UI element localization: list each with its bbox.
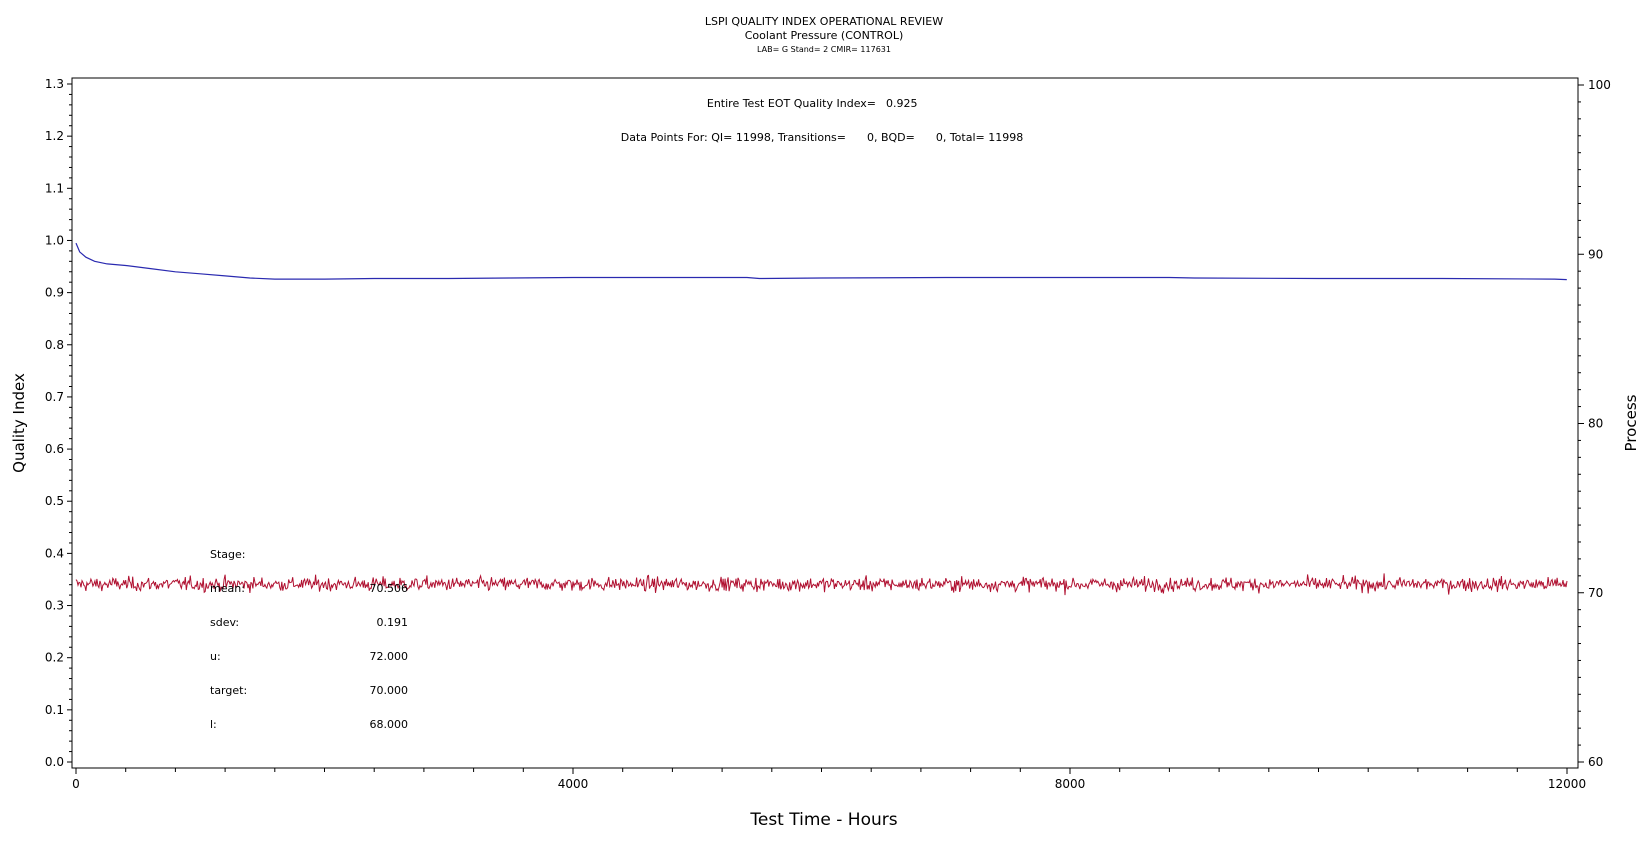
- y-tick-label: 0.1: [45, 703, 64, 717]
- stat-label: l:: [210, 718, 217, 731]
- y-tick-label: 0.4: [45, 546, 64, 560]
- eot-value: 0.925: [886, 97, 918, 110]
- x-tick-label: 4000: [558, 777, 589, 791]
- axis-ticks: 0.0 0.1 0.2 0.3 0.4 0.5 0.6 0.7 0.8 0.9 1.0 1.1 1.2 1…: [45, 77, 1611, 791]
- x-tick-label: 0: [72, 777, 80, 791]
- stat-value: 0.191: [377, 616, 409, 629]
- x-axis-label: Test Time - Hours: [749, 810, 897, 830]
- chart-title: LSPI QUALITY INDEX OPERATIONAL REVIEW: [705, 15, 943, 28]
- stat-label: sdev:: [210, 616, 239, 629]
- eot-label: Entire Test EOT Quality Index=: [707, 97, 876, 110]
- plot-frame: [71, 77, 1579, 769]
- y2-tick-label: 90: [1588, 247, 1603, 261]
- stat-value: 70.000: [370, 684, 409, 697]
- stat-label: target:: [210, 684, 247, 697]
- y-axis-label: Quality Index: [10, 373, 28, 473]
- quality-index-series-line: [75, 242, 1567, 281]
- y2-tick-label: 100: [1588, 78, 1611, 92]
- x-tick-label: 12000: [1548, 777, 1586, 791]
- stat-label: Stage:: [210, 548, 246, 561]
- stat-label: mean:: [210, 582, 245, 595]
- lab-line: LAB= G Stand= 2 CMIR= 117631: [757, 45, 891, 54]
- y2-tick-label: 80: [1588, 417, 1603, 431]
- y-tick-label: 0.5: [45, 494, 64, 508]
- stats-table: Stage: mean: 70.506 sdev: 0.191 u: 72.000 targe…: [210, 548, 408, 731]
- y-tick-label: 0.8: [45, 338, 64, 352]
- chart-subtitle: Coolant Pressure (CONTROL): [745, 29, 904, 42]
- y2-tick-label: 70: [1588, 586, 1603, 600]
- stat-label: u:: [210, 650, 221, 663]
- y2-tick-label: 60: [1588, 755, 1603, 769]
- process-series-line: [75, 573, 1568, 596]
- y-tick-label: 1.2: [45, 129, 64, 143]
- y-tick-label: 0.0: [45, 755, 64, 769]
- stat-value: 72.000: [370, 650, 409, 663]
- y-tick-label: 1.3: [45, 77, 64, 91]
- stat-value: 68.000: [370, 718, 409, 731]
- y-tick-label: 1.1: [45, 181, 64, 195]
- y-tick-label: 0.6: [45, 442, 64, 456]
- series-group: [75, 242, 1568, 596]
- x-tick-label: 8000: [1055, 777, 1086, 791]
- data-points-line: Data Points For: QI= 11998, Transitions=…: [621, 131, 1023, 144]
- y-tick-label: 0.2: [45, 651, 64, 665]
- y2-axis-label: Process: [1622, 394, 1640, 451]
- y-tick-label: 0.7: [45, 390, 64, 404]
- y-tick-label: 1.0: [45, 233, 64, 247]
- y-tick-label: 0.9: [45, 286, 64, 300]
- y-tick-label: 0.3: [45, 599, 64, 613]
- stat-value: 70.506: [370, 582, 409, 595]
